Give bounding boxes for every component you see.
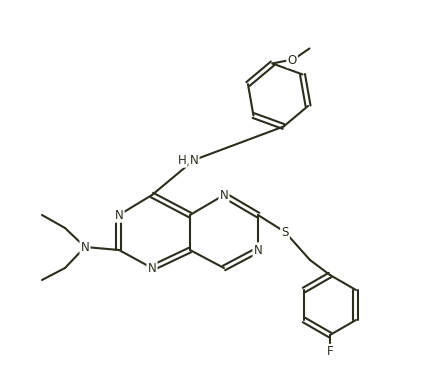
- Text: N: N: [148, 262, 157, 275]
- Text: N: N: [189, 154, 198, 166]
- Text: N: N: [81, 240, 89, 253]
- Text: S: S: [281, 225, 289, 239]
- Text: O: O: [287, 54, 297, 67]
- Text: N: N: [115, 209, 123, 222]
- Text: F: F: [327, 345, 333, 358]
- Text: N: N: [219, 188, 228, 202]
- Text: H: H: [178, 154, 187, 166]
- Text: N: N: [254, 243, 262, 256]
